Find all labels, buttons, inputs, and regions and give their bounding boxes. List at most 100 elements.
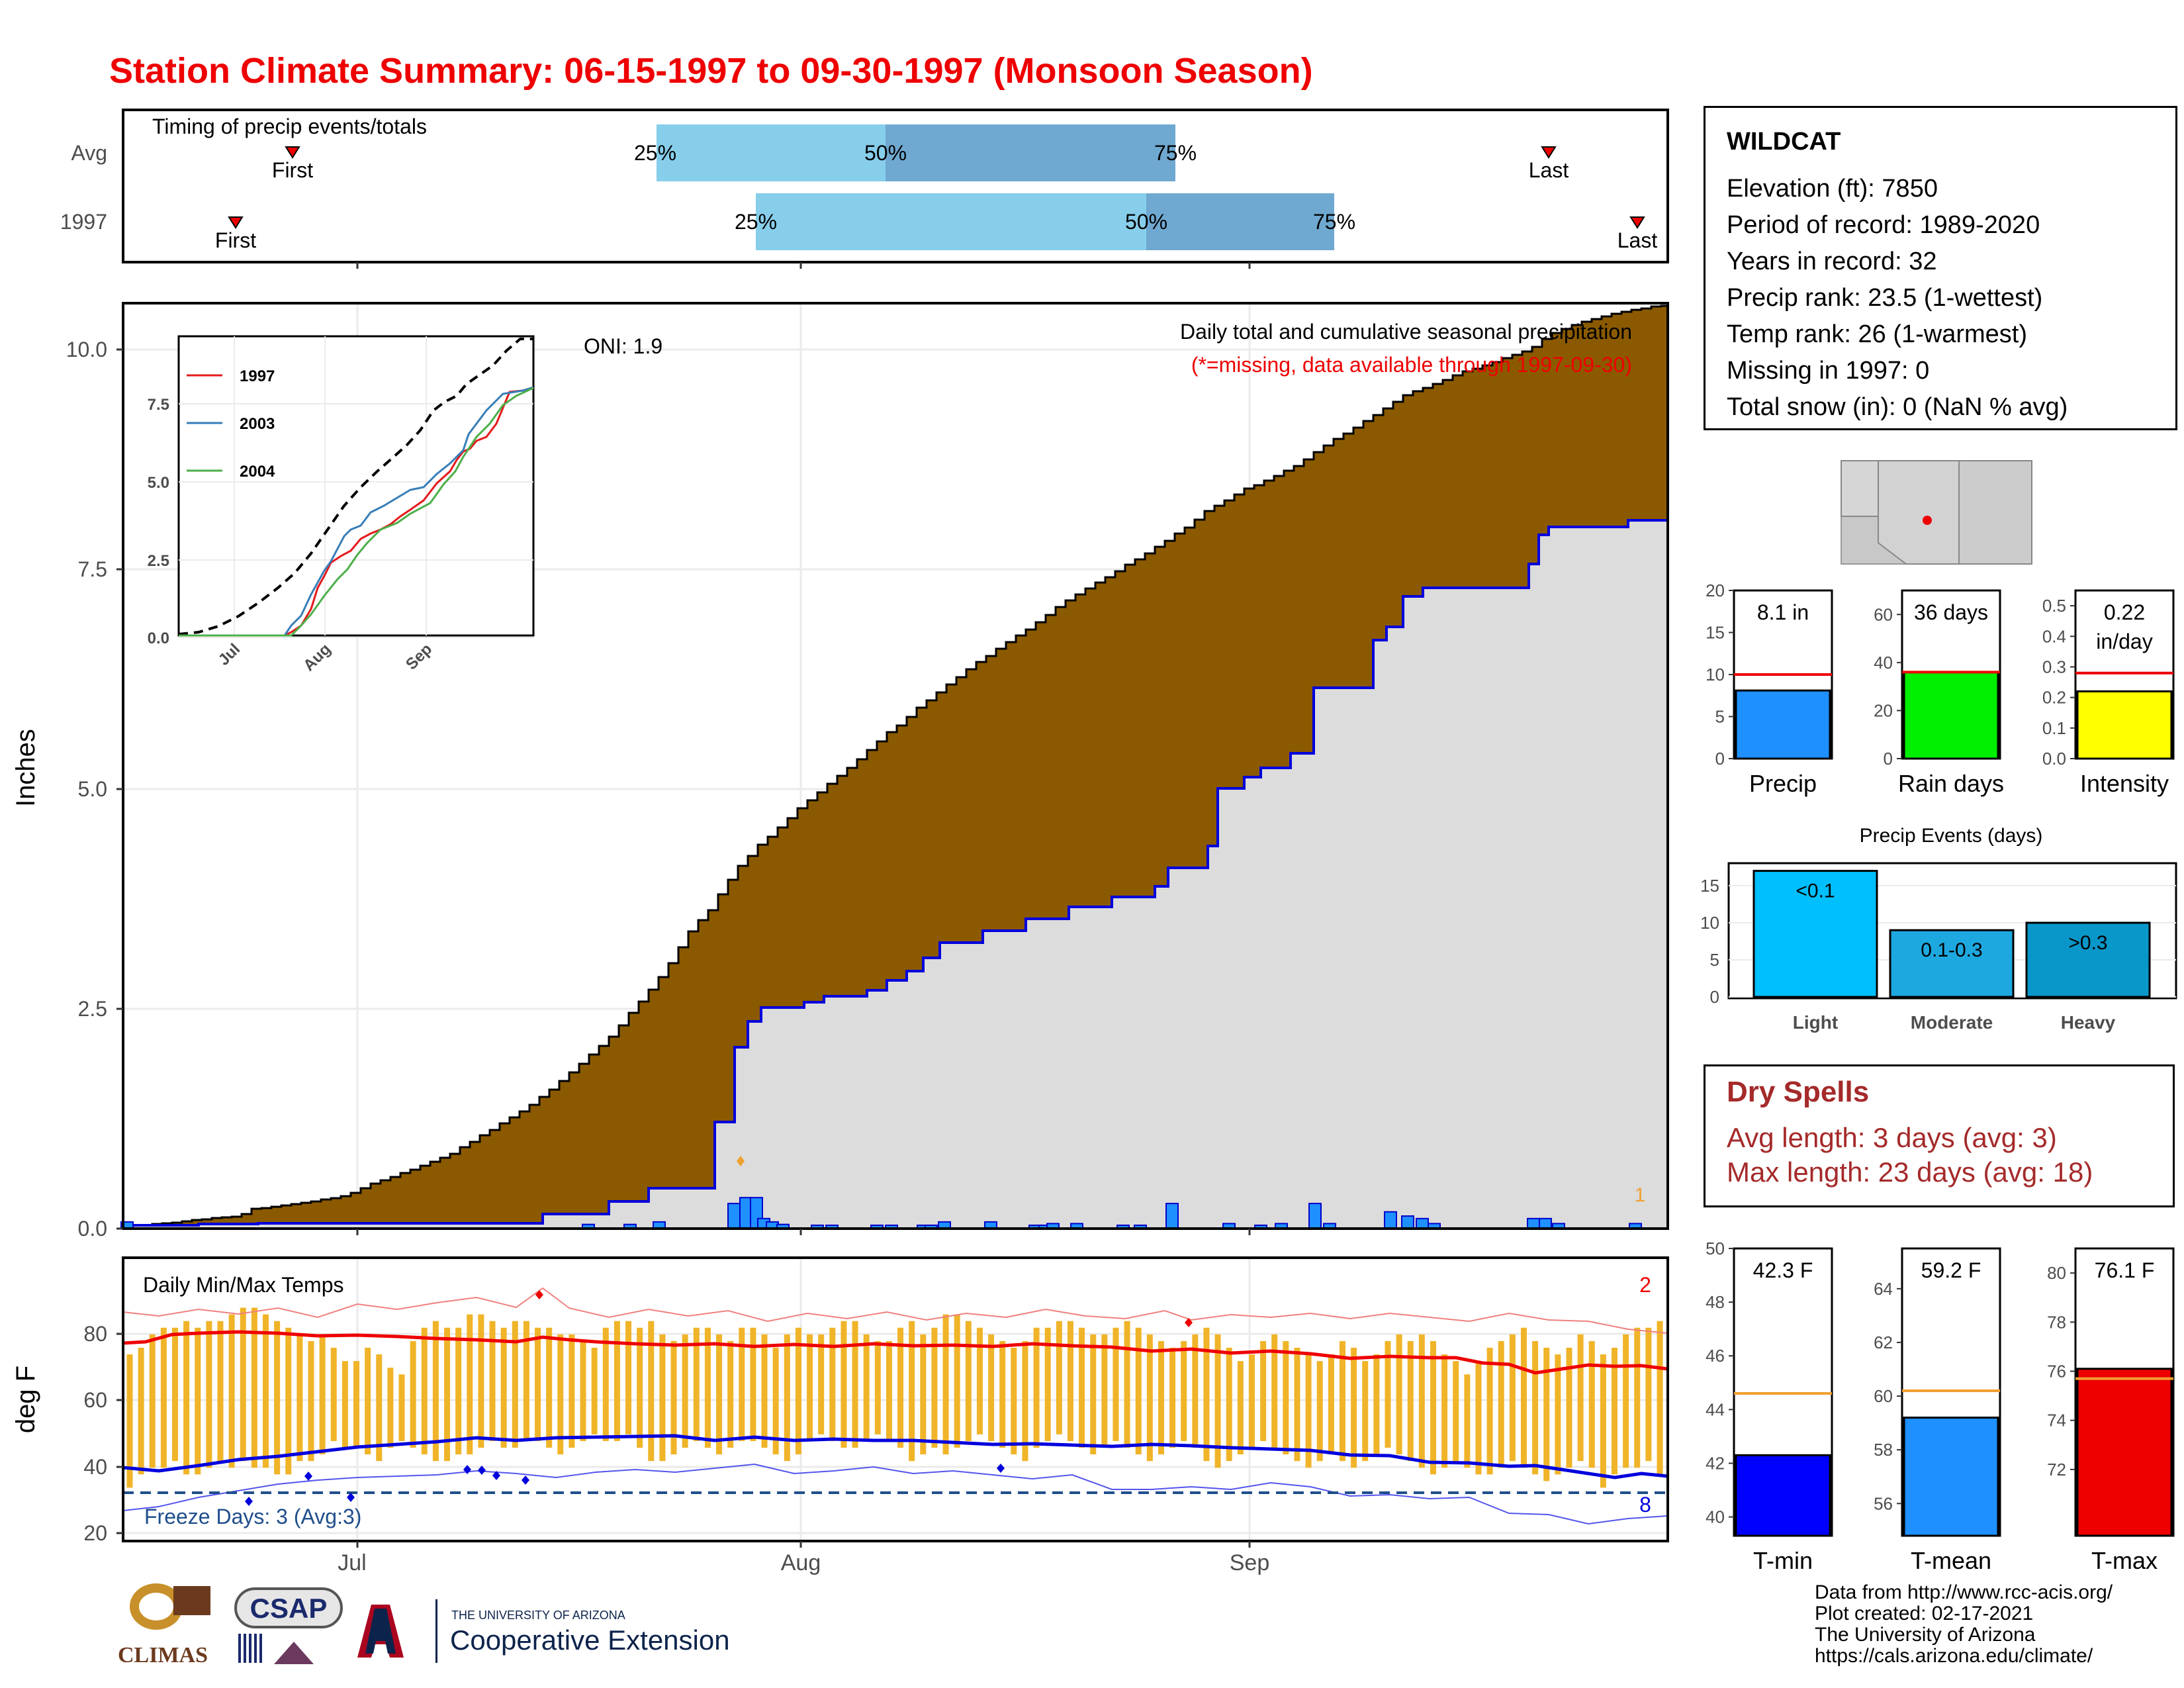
temp-range-bar	[1135, 1327, 1142, 1455]
timing-label: Timing of precip events/totals	[152, 115, 427, 138]
daily-precip-bar	[727, 1203, 741, 1229]
mini-chart-ytick: 0	[1715, 749, 1725, 769]
station-years: Years in record: 32	[1727, 248, 1937, 275]
mini-chart-value-label: in/day	[2096, 630, 2152, 653]
temp-range-bar	[1588, 1340, 1595, 1468]
station-precip-rank: Precip rank: 23.5 (1-wettest)	[1727, 284, 2043, 312]
mini-chart-ytick: 60	[1874, 604, 1893, 624]
y1997-last-label: Last	[1617, 228, 1658, 252]
temp-range-bar	[988, 1334, 995, 1441]
temp-range-bar	[614, 1321, 620, 1441]
temp-range-bar	[1022, 1340, 1028, 1462]
temp-range-bar	[1101, 1334, 1108, 1448]
temp-range-bar	[920, 1334, 927, 1455]
temp-range-bar	[727, 1340, 734, 1448]
temp-range-bar	[308, 1340, 314, 1462]
temp-range-bar	[942, 1314, 949, 1455]
temp-range-bar	[1623, 1334, 1629, 1468]
temp-ytick: 80	[83, 1322, 107, 1346]
temp-range-bar	[330, 1347, 337, 1441]
temp-range-bar	[1373, 1354, 1380, 1455]
temp-range-bar	[818, 1334, 825, 1434]
station-info-box: WILDCAT Elevation (ft): 7850 Period of r…	[1704, 106, 2177, 430]
temp-range-bar	[353, 1361, 360, 1448]
station-name: WILDCAT	[1727, 128, 1841, 156]
temp-range-bar	[240, 1307, 246, 1462]
daily-precip-bar	[1527, 1217, 1540, 1230]
temp-range-bar	[1214, 1334, 1221, 1468]
precip-annotation: Daily total and cumulative seasonal prec…	[1180, 320, 1632, 344]
temp-range-bar	[1169, 1347, 1176, 1448]
mini-chart-label: T-min	[1753, 1547, 1813, 1574]
mini-chart-ytick: 20	[1706, 581, 1725, 600]
mini-chart-label: T-max	[2091, 1547, 2158, 1574]
record-markers	[245, 1464, 1005, 1506]
station-dot	[1923, 516, 1932, 525]
precip-border	[122, 302, 1669, 1230]
tmax-record-line	[122, 1287, 1668, 1334]
temp-range-bar	[1011, 1347, 1017, 1455]
temp-range-bar	[274, 1321, 281, 1475]
y1997-75-label: 75%	[1313, 210, 1355, 234]
cumulative-1997-fill	[122, 519, 1669, 1230]
inset-legend-2004: 2004	[240, 463, 275, 481]
daily-precip-bar	[1416, 1217, 1429, 1230]
temp-range-bar	[1577, 1334, 1584, 1462]
temp-range-bar	[602, 1327, 609, 1441]
temp-range-bar	[1248, 1354, 1255, 1448]
temp-range-bar	[1181, 1340, 1187, 1441]
daily-precip-bar	[1384, 1211, 1397, 1229]
temp-range-bar	[1294, 1347, 1300, 1462]
inset-line-1997	[179, 386, 534, 637]
temp-range-bar	[1453, 1361, 1459, 1462]
temp-range-bar	[1396, 1334, 1402, 1455]
ytick: 0.0	[78, 1217, 107, 1241]
mini-chart-ytick: 0.3	[2042, 657, 2066, 677]
temp-range-bar	[387, 1368, 394, 1448]
events-bar	[1889, 929, 2015, 998]
temp-range-bar	[467, 1314, 473, 1455]
mini-chart-value-label: 76.1 F	[2095, 1258, 2155, 1282]
events-ytick: 5	[1710, 950, 1719, 970]
temp-range-bar	[795, 1327, 801, 1455]
temp-range-bar	[569, 1334, 575, 1448]
mini-chart-ytick: 0.4	[2042, 626, 2066, 646]
mini-chart-ytick: 46	[1706, 1346, 1725, 1366]
temp-range-bar	[954, 1314, 960, 1448]
temp-ytick: 40	[83, 1455, 107, 1479]
temp-range-bar	[1611, 1347, 1617, 1475]
footer-data-source: Data from http://www.rcc-acis.org/	[1815, 1581, 2113, 1603]
temp-range-bar	[852, 1321, 858, 1448]
temp-range-bar	[909, 1321, 915, 1462]
avg-last-label: Last	[1529, 158, 1569, 182]
mini-chart-ytick: 76	[2047, 1361, 2066, 1381]
mini-chart-ytick: 72	[2047, 1460, 2066, 1479]
temp-range-bar	[228, 1314, 235, 1468]
tmax-average-line	[122, 1330, 1668, 1375]
xtick-sep: Sep	[1230, 1550, 1270, 1575]
temp-range-bar	[784, 1334, 790, 1462]
mini-chart-ytick: 0.2	[2042, 688, 2066, 708]
temp-range-bar	[138, 1347, 144, 1475]
temp-range-bar	[580, 1340, 586, 1441]
temp-range-bar	[750, 1327, 756, 1441]
temp-range-bar	[1044, 1327, 1051, 1441]
events-title: Precip Events (days)	[1860, 825, 2043, 847]
oni-label: ONI: 1.9	[584, 334, 662, 358]
mini-chart-ytick: 74	[2047, 1411, 2066, 1430]
avg-last-marker	[1541, 146, 1557, 159]
temp-range-bar	[1090, 1334, 1097, 1455]
temp-range-bar	[999, 1340, 1006, 1448]
daily-precip-bar	[1165, 1203, 1179, 1229]
avg-first-label: First	[272, 158, 313, 182]
temp-range-bar	[1475, 1361, 1482, 1475]
temp-range-bar	[976, 1327, 983, 1434]
temp-range-bar	[195, 1327, 201, 1475]
temp-range-bar	[478, 1314, 484, 1448]
temp-range-bar	[365, 1347, 371, 1455]
temp-range-bar	[1328, 1354, 1334, 1455]
avg-quartile-25-50	[657, 124, 886, 181]
temp-range-bar	[682, 1334, 688, 1448]
events-category: Moderate	[1911, 1012, 1993, 1033]
temp-range-bar	[931, 1327, 938, 1448]
